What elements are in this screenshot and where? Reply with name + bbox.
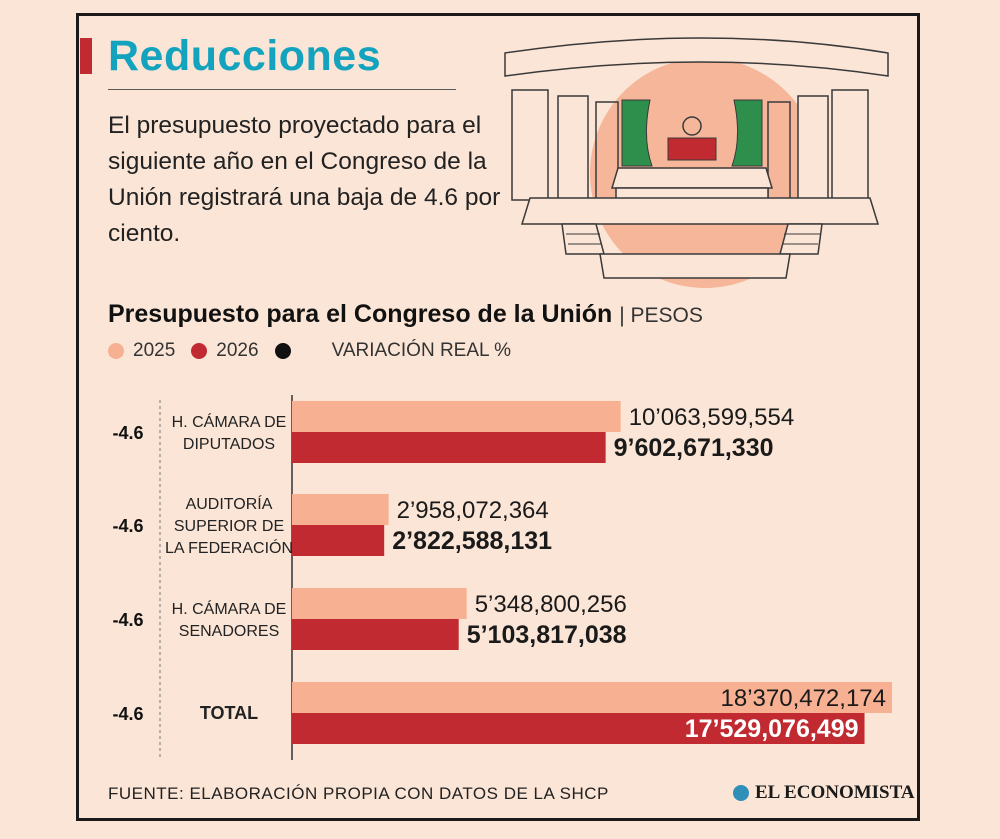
- chart-legend: 2025 2026 VARIACIÓN REAL %: [108, 340, 527, 362]
- data-label-2025-3: 18’370,472,174: [721, 685, 887, 712]
- category-label-1-1: SUPERIOR DE: [174, 518, 284, 535]
- chart-unit: | PESOS: [619, 304, 703, 327]
- page-title: Reducciones: [108, 32, 382, 80]
- legend-swatch-variation: [274, 343, 291, 359]
- data-label-2025-0: 10’063,599,554: [629, 404, 795, 431]
- bar-2025-3: [292, 682, 892, 713]
- bar-2026-2: [292, 619, 459, 650]
- chart-title-text: Presupuesto para el Congreso de la Unión: [108, 300, 613, 328]
- variation-value-3: -4.6: [112, 704, 143, 724]
- data-label-2025-2: 5’348,800,256: [475, 591, 627, 618]
- brand-logo: EL ECONOMISTA: [733, 782, 915, 804]
- data-label-2026-3: 17’529,076,499: [685, 715, 859, 743]
- variation-value-2: -4.6: [112, 610, 143, 630]
- bar-2025-2: [292, 588, 467, 619]
- brand-name: EL ECONOMISTA: [755, 782, 915, 803]
- source-note: FUENTE: ELABORACIÓN PROPIA CON DATOS DE …: [108, 784, 609, 803]
- chart-title: Presupuesto para el Congreso de la Unión…: [108, 300, 703, 329]
- bar-2026-1: [292, 525, 385, 556]
- legend-label-2025: 2025: [133, 340, 176, 361]
- bar-2026-3: [292, 713, 865, 744]
- category-label-1-0: AUDITORÍA: [186, 494, 273, 513]
- congress-chamber-illustration: [504, 37, 889, 288]
- category-label-1-2: LA FEDERACIÓN: [165, 538, 293, 557]
- legend-label-variation: VARIACIÓN REAL %: [331, 340, 512, 361]
- legend-label-2026: 2026: [216, 340, 259, 361]
- category-label-0-0: H. CÁMARA DE: [172, 412, 287, 431]
- brand-mark-icon: [733, 785, 749, 801]
- category-label-3-0: TOTAL: [200, 703, 258, 723]
- variation-value-0: -4.6: [112, 423, 143, 443]
- bar-2025-1: [292, 494, 389, 525]
- infographic-frame: [76, 13, 920, 821]
- data-label-2025-1: 2’958,072,364: [397, 497, 549, 524]
- legend-swatch-2025: [108, 343, 124, 359]
- title-divider: [108, 89, 456, 90]
- variation-value-1: -4.6: [112, 516, 143, 536]
- bar-2026-0: [292, 432, 606, 463]
- title-accent-bar: [80, 38, 92, 74]
- bar-2025-0: [292, 401, 621, 432]
- data-label-2026-1: 2’822,588,131: [392, 527, 552, 555]
- category-label-2-0: H. CÁMARA DE: [172, 599, 287, 618]
- intro-text: El presupuesto proyectado para el siguie…: [108, 112, 501, 247]
- data-label-2026-0: 9’602,671,330: [614, 434, 774, 462]
- legend-swatch-2026: [191, 343, 208, 359]
- data-label-2026-2: 5’103,817,038: [467, 621, 627, 649]
- category-label-2-1: SENADORES: [179, 623, 279, 640]
- category-label-0-1: DIPUTADOS: [183, 436, 275, 453]
